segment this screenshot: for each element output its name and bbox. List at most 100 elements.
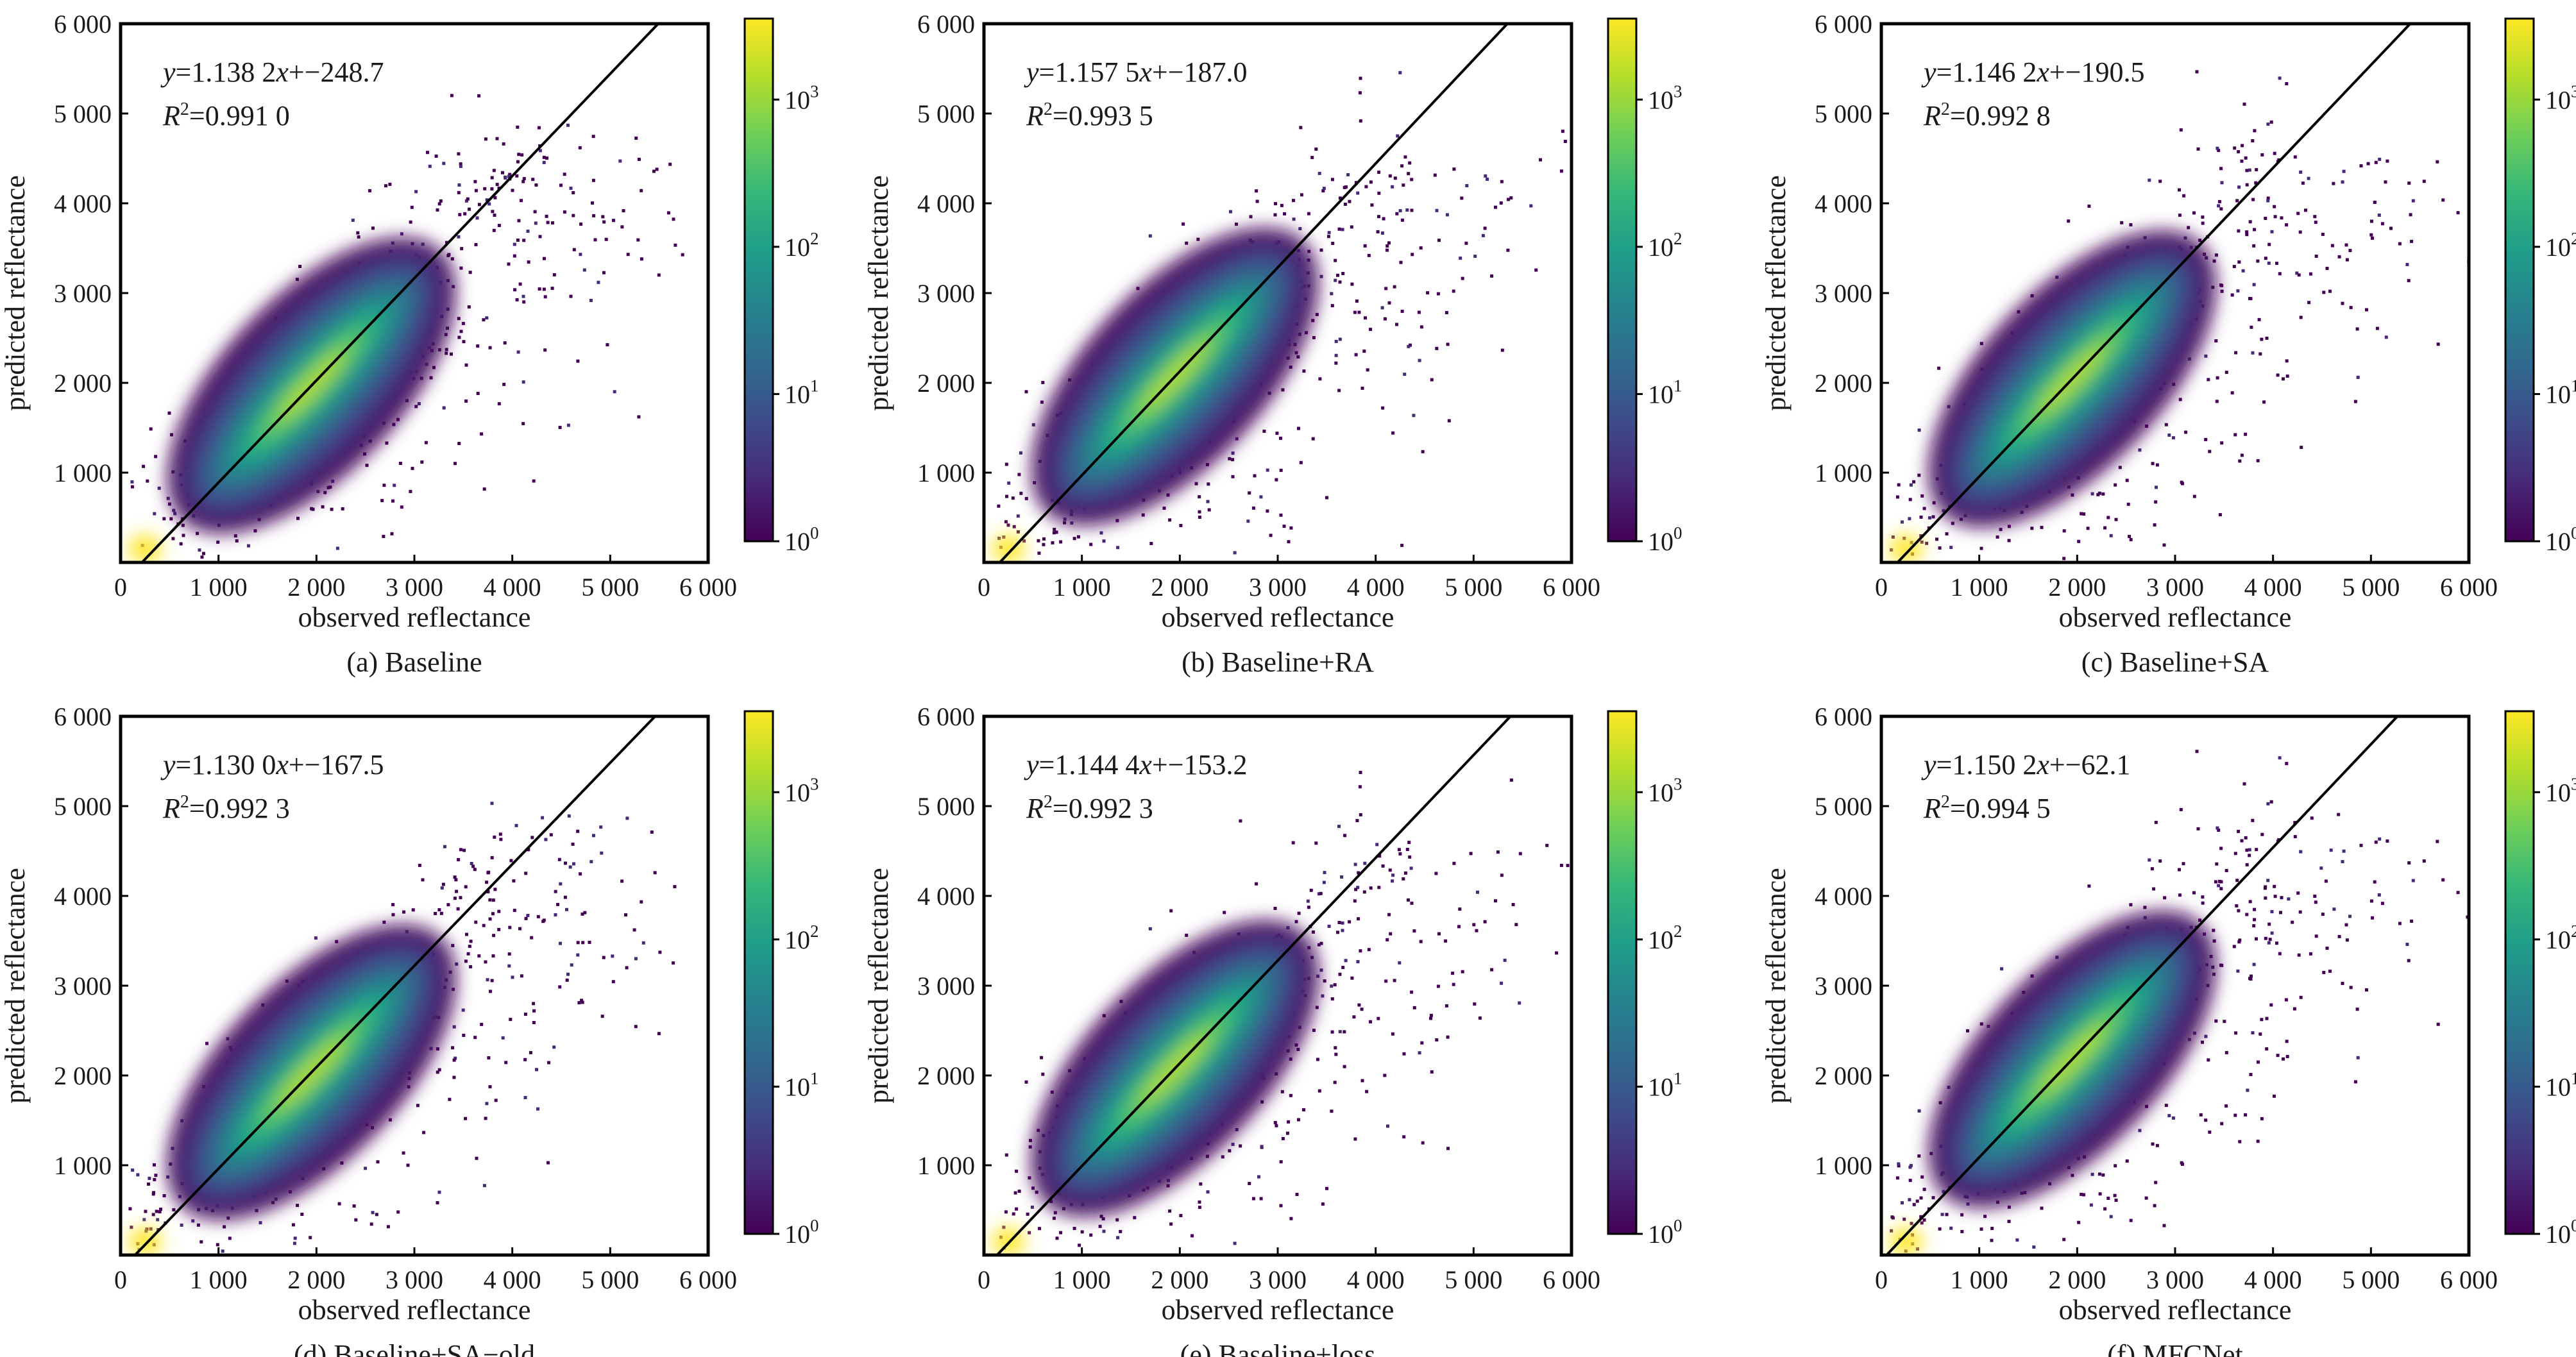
scatter-point bbox=[1333, 1081, 1337, 1084]
x-tick-label: 5 000 bbox=[581, 1265, 639, 1294]
colorbar-tick-label: 100 bbox=[2545, 523, 2576, 556]
scatter-point bbox=[534, 183, 538, 187]
scatter-point bbox=[293, 1236, 297, 1240]
scatter-point bbox=[1359, 76, 1362, 80]
scatter-point bbox=[445, 351, 448, 355]
scatter-point bbox=[2062, 1238, 2066, 1242]
scatter-point bbox=[436, 1201, 439, 1204]
x-tick-label: 6 000 bbox=[679, 573, 737, 602]
scatter-point bbox=[166, 1175, 170, 1179]
scatter-point bbox=[357, 235, 360, 239]
scatter-point bbox=[468, 271, 472, 274]
x-tick-label: 3 000 bbox=[1249, 573, 1307, 602]
scatter-point bbox=[337, 1202, 341, 1206]
scatter-point bbox=[2436, 160, 2439, 164]
scatter-point bbox=[2236, 969, 2240, 973]
colorbar-tick-label: 103 bbox=[784, 81, 819, 114]
scatter-point bbox=[1917, 473, 1921, 477]
scatter-point bbox=[487, 1056, 491, 1059]
scatter-point bbox=[420, 460, 424, 464]
colorbar-tick-label: 102 bbox=[1648, 922, 1682, 954]
scatter-point bbox=[2196, 147, 2200, 151]
scatter-point bbox=[2299, 170, 2303, 174]
scatter-point bbox=[2204, 437, 2208, 441]
scatter-point bbox=[2103, 1207, 2107, 1211]
scatter-point bbox=[508, 925, 512, 929]
scatter-point bbox=[1949, 546, 1953, 550]
scatter-point bbox=[2314, 221, 2318, 224]
scatter-point bbox=[1037, 539, 1040, 543]
scatter-point bbox=[2208, 450, 2212, 453]
scatter-point bbox=[1302, 1108, 1305, 1111]
scatter-point bbox=[1472, 923, 1476, 927]
scatter-point bbox=[532, 1002, 536, 1006]
scatter-point bbox=[2148, 178, 2151, 182]
scatter-point bbox=[1412, 1006, 1416, 1009]
scatter-point bbox=[559, 882, 563, 886]
scatter-point bbox=[522, 177, 526, 181]
scatter-point bbox=[2264, 257, 2267, 260]
scatter-point bbox=[516, 239, 520, 242]
scatter-point bbox=[524, 916, 528, 920]
colorbar-tick-label: 103 bbox=[1648, 81, 1682, 114]
scatter-point bbox=[566, 423, 570, 427]
scatter-point bbox=[2030, 527, 2034, 530]
scatter-point bbox=[514, 823, 518, 827]
scatter-point bbox=[2284, 998, 2288, 1002]
scatter-point bbox=[1350, 976, 1354, 980]
scatter-point bbox=[523, 1058, 527, 1061]
scatter-point bbox=[2270, 910, 2274, 914]
colorbar-tick-label: 100 bbox=[784, 1216, 819, 1249]
scatter-point bbox=[1333, 983, 1337, 987]
scatter-point bbox=[1486, 178, 1489, 181]
scatter-point bbox=[490, 979, 494, 982]
scatter-point bbox=[634, 137, 638, 140]
scatter-point bbox=[453, 462, 457, 466]
scatter-point bbox=[556, 902, 560, 906]
scatter-point bbox=[402, 910, 406, 914]
scatter-point bbox=[1072, 537, 1076, 541]
scatter-point bbox=[1168, 1209, 1172, 1213]
scatter-point bbox=[1369, 1020, 1372, 1024]
scatter-point bbox=[2410, 239, 2414, 243]
scatter-point bbox=[2196, 827, 2200, 830]
scatter-point bbox=[1575, 931, 1579, 934]
scatter-point bbox=[1360, 1079, 1364, 1083]
scatter-point bbox=[1922, 1188, 1926, 1192]
scatter-point bbox=[2250, 974, 2253, 978]
scatter-point bbox=[1912, 1202, 1916, 1206]
scatter-point bbox=[1319, 274, 1323, 278]
scatter-point bbox=[1228, 1149, 1232, 1152]
scatter-point bbox=[1938, 546, 1942, 550]
scatter-point bbox=[335, 940, 339, 943]
scatter-point bbox=[580, 999, 584, 1002]
scatter-point bbox=[563, 173, 566, 176]
scatter-point bbox=[2257, 1060, 2260, 1064]
scatter-point bbox=[1421, 1141, 1425, 1145]
scatter-point bbox=[1922, 1218, 1926, 1222]
scatter-point bbox=[2266, 122, 2270, 126]
scatter-point bbox=[600, 851, 604, 855]
scatter-point bbox=[467, 305, 471, 309]
y-tick-label: 1 000 bbox=[54, 1151, 112, 1180]
scatter-point bbox=[2255, 848, 2258, 852]
scatter-point bbox=[2405, 943, 2409, 946]
scatter-point bbox=[311, 507, 315, 511]
scatter-point bbox=[130, 480, 134, 484]
scatter-point bbox=[2178, 868, 2181, 872]
scatter-point bbox=[493, 835, 496, 839]
scatter-point bbox=[1307, 906, 1310, 909]
scatter-point bbox=[469, 965, 473, 968]
scatter-point bbox=[1348, 199, 1352, 203]
scatter-point bbox=[2187, 226, 2190, 230]
scatter-point bbox=[457, 190, 461, 194]
scatter-point bbox=[2385, 159, 2389, 163]
scatter-point bbox=[2309, 952, 2312, 956]
scatter-point bbox=[1511, 903, 1515, 906]
scatter-point bbox=[460, 247, 464, 251]
scatter-point bbox=[1358, 91, 1362, 95]
scatter-point bbox=[497, 909, 501, 913]
scatter-point bbox=[1285, 1131, 1289, 1135]
colorbar-tick-label: 103 bbox=[2545, 774, 2576, 807]
scatter-point bbox=[461, 1008, 465, 1012]
